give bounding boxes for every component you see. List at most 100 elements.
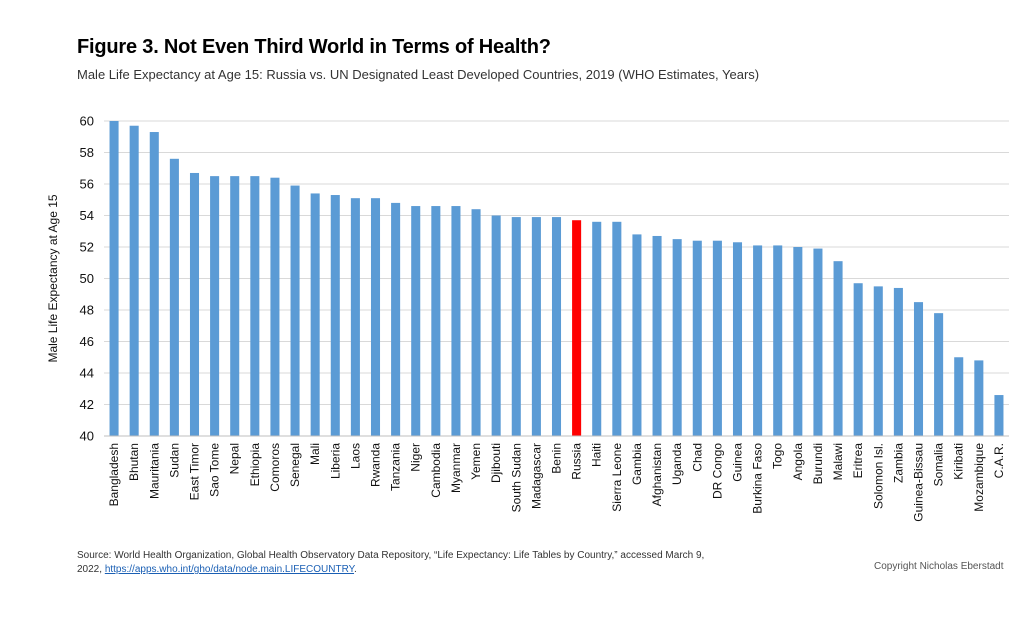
x-tick-label: Togo (771, 443, 785, 469)
x-tick-label: Burundi (811, 443, 825, 484)
x-tick-label: Angola (791, 443, 805, 481)
bar-haiti (592, 221, 602, 436)
bar-russia (572, 220, 582, 436)
bar-burkina-faso (753, 245, 763, 436)
y-tick-label: 40 (80, 429, 94, 444)
x-tick-label: Laos (348, 443, 362, 469)
x-tick-label: Guinea-Bissau (912, 443, 926, 522)
bar-rwanda (370, 198, 381, 436)
x-tick-label: Afghanistan (650, 443, 664, 506)
y-tick-label: 50 (80, 271, 94, 286)
bar-guinea (732, 242, 743, 436)
x-tick-label: DR Congo (710, 443, 724, 499)
source-note: Source: World Health Organization, Globa… (77, 549, 717, 577)
x-tick-label: Djibouti (489, 443, 503, 483)
bar-benin (551, 217, 562, 436)
y-tick-label: 60 (80, 114, 94, 129)
x-tick-label: Mauritania (147, 443, 161, 499)
y-axis-ticks: 40 42 44 46 48 50 52 54 56 58 60 (80, 114, 94, 444)
chart-subtitle: Male Life Expectancy at Age 15: Russia v… (77, 67, 760, 82)
source-text: Source: World Health Organization, Globa… (77, 550, 705, 575)
bar-malawi (833, 261, 843, 436)
source-end: . (354, 564, 357, 575)
bar-bangladesh (109, 121, 119, 436)
bar-mauritania (149, 132, 159, 436)
x-tick-label: Gambia (630, 443, 644, 485)
y-tick-label: 46 (80, 334, 94, 349)
bar-kiribati (954, 357, 964, 436)
bar-sierra-leone (612, 221, 622, 436)
bar-sudan (169, 158, 179, 437)
x-tick-label: Haiti (590, 443, 604, 467)
bar-comoros (270, 177, 280, 436)
y-tick-label: 52 (80, 240, 94, 255)
copyright-note: Copyright Nicholas Eberstadt (874, 561, 1004, 572)
bar-yemen (471, 209, 481, 436)
x-tick-label: Cambodia (429, 443, 443, 498)
x-tick-label: Somalia (932, 443, 946, 487)
x-tick-label: Sudan (167, 443, 181, 478)
bar-cambodia (431, 206, 441, 436)
source-link[interactable]: https://apps.who.int/gho/data/node.main.… (104, 564, 355, 575)
bar-djibouti (491, 215, 501, 436)
x-tick-label: Bangladesh (107, 443, 121, 506)
bar-uganda (672, 239, 682, 436)
x-tick-label: Solomon Isl. (871, 443, 885, 509)
x-tick-label: Sao Tome (208, 443, 222, 497)
x-tick-label: East Timor (188, 443, 202, 500)
bar-zambia (893, 287, 903, 436)
x-tick-label: Comoros (268, 443, 282, 492)
bar-sao-tome (210, 176, 220, 436)
bar-mali (310, 193, 320, 436)
x-tick-label: Uganda (670, 443, 684, 485)
bar-burundi (813, 248, 823, 436)
bar-dr-congo (712, 240, 722, 436)
bar-mozambique (974, 360, 984, 436)
x-tick-label: Niger (409, 443, 423, 472)
x-tick-label: Benin (550, 443, 564, 474)
y-tick-label: 44 (80, 366, 94, 381)
x-tick-label: Madagascar (529, 443, 543, 509)
bar-c-a-r (994, 395, 1004, 436)
x-tick-label: South Sudan (509, 443, 523, 512)
y-tick-label: 42 (80, 397, 94, 412)
bar-somalia (934, 313, 944, 436)
bar-chad (692, 240, 702, 436)
bar-afghanistan (652, 235, 662, 436)
x-axis-labels: Bangladesh Bhutan Mauritania Sudan East Timo… (107, 443, 1006, 522)
x-tick-label: Burkina Faso (751, 443, 765, 514)
bar-bhutan (129, 125, 139, 436)
bar-south-sudan (511, 217, 521, 436)
bars (109, 121, 1004, 437)
x-tick-label: Russia (570, 443, 584, 480)
x-tick-label: Eritrea (851, 443, 865, 479)
x-tick-label: Liberia (328, 443, 342, 479)
x-tick-label: Zambia (891, 443, 905, 483)
bar-ethiopia (250, 176, 260, 436)
x-tick-label: Yemen (469, 443, 483, 480)
y-tick-label: 48 (80, 303, 94, 318)
x-tick-label: Sierra Leone (610, 443, 624, 512)
bar-myanmar (451, 206, 461, 436)
x-tick-label: Ethiopia (248, 443, 262, 487)
x-tick-label: Guinea (731, 443, 745, 482)
bar-nepal (230, 176, 240, 436)
bar-gambia (632, 234, 642, 436)
bar-angola (793, 247, 803, 436)
bar-solomon-isl (873, 286, 883, 436)
bar-niger (411, 206, 421, 436)
x-tick-label: Senegal (288, 443, 302, 487)
x-tick-label: Malawi (831, 443, 845, 480)
bar-guinea-bissau (913, 302, 924, 436)
x-tick-label: Mali (308, 443, 322, 465)
chart-title: Figure 3. Not Even Third World in Terms … (77, 36, 551, 58)
bar-liberia (330, 195, 340, 436)
x-tick-label: Tanzania (389, 443, 403, 491)
x-tick-label: Myanmar (449, 443, 463, 493)
bar-east-timor (189, 172, 200, 436)
x-tick-label: Bhutan (127, 443, 141, 481)
bar-madagascar (531, 217, 541, 436)
bar-senegal (290, 185, 300, 436)
x-tick-label: Kiribati (952, 443, 966, 480)
